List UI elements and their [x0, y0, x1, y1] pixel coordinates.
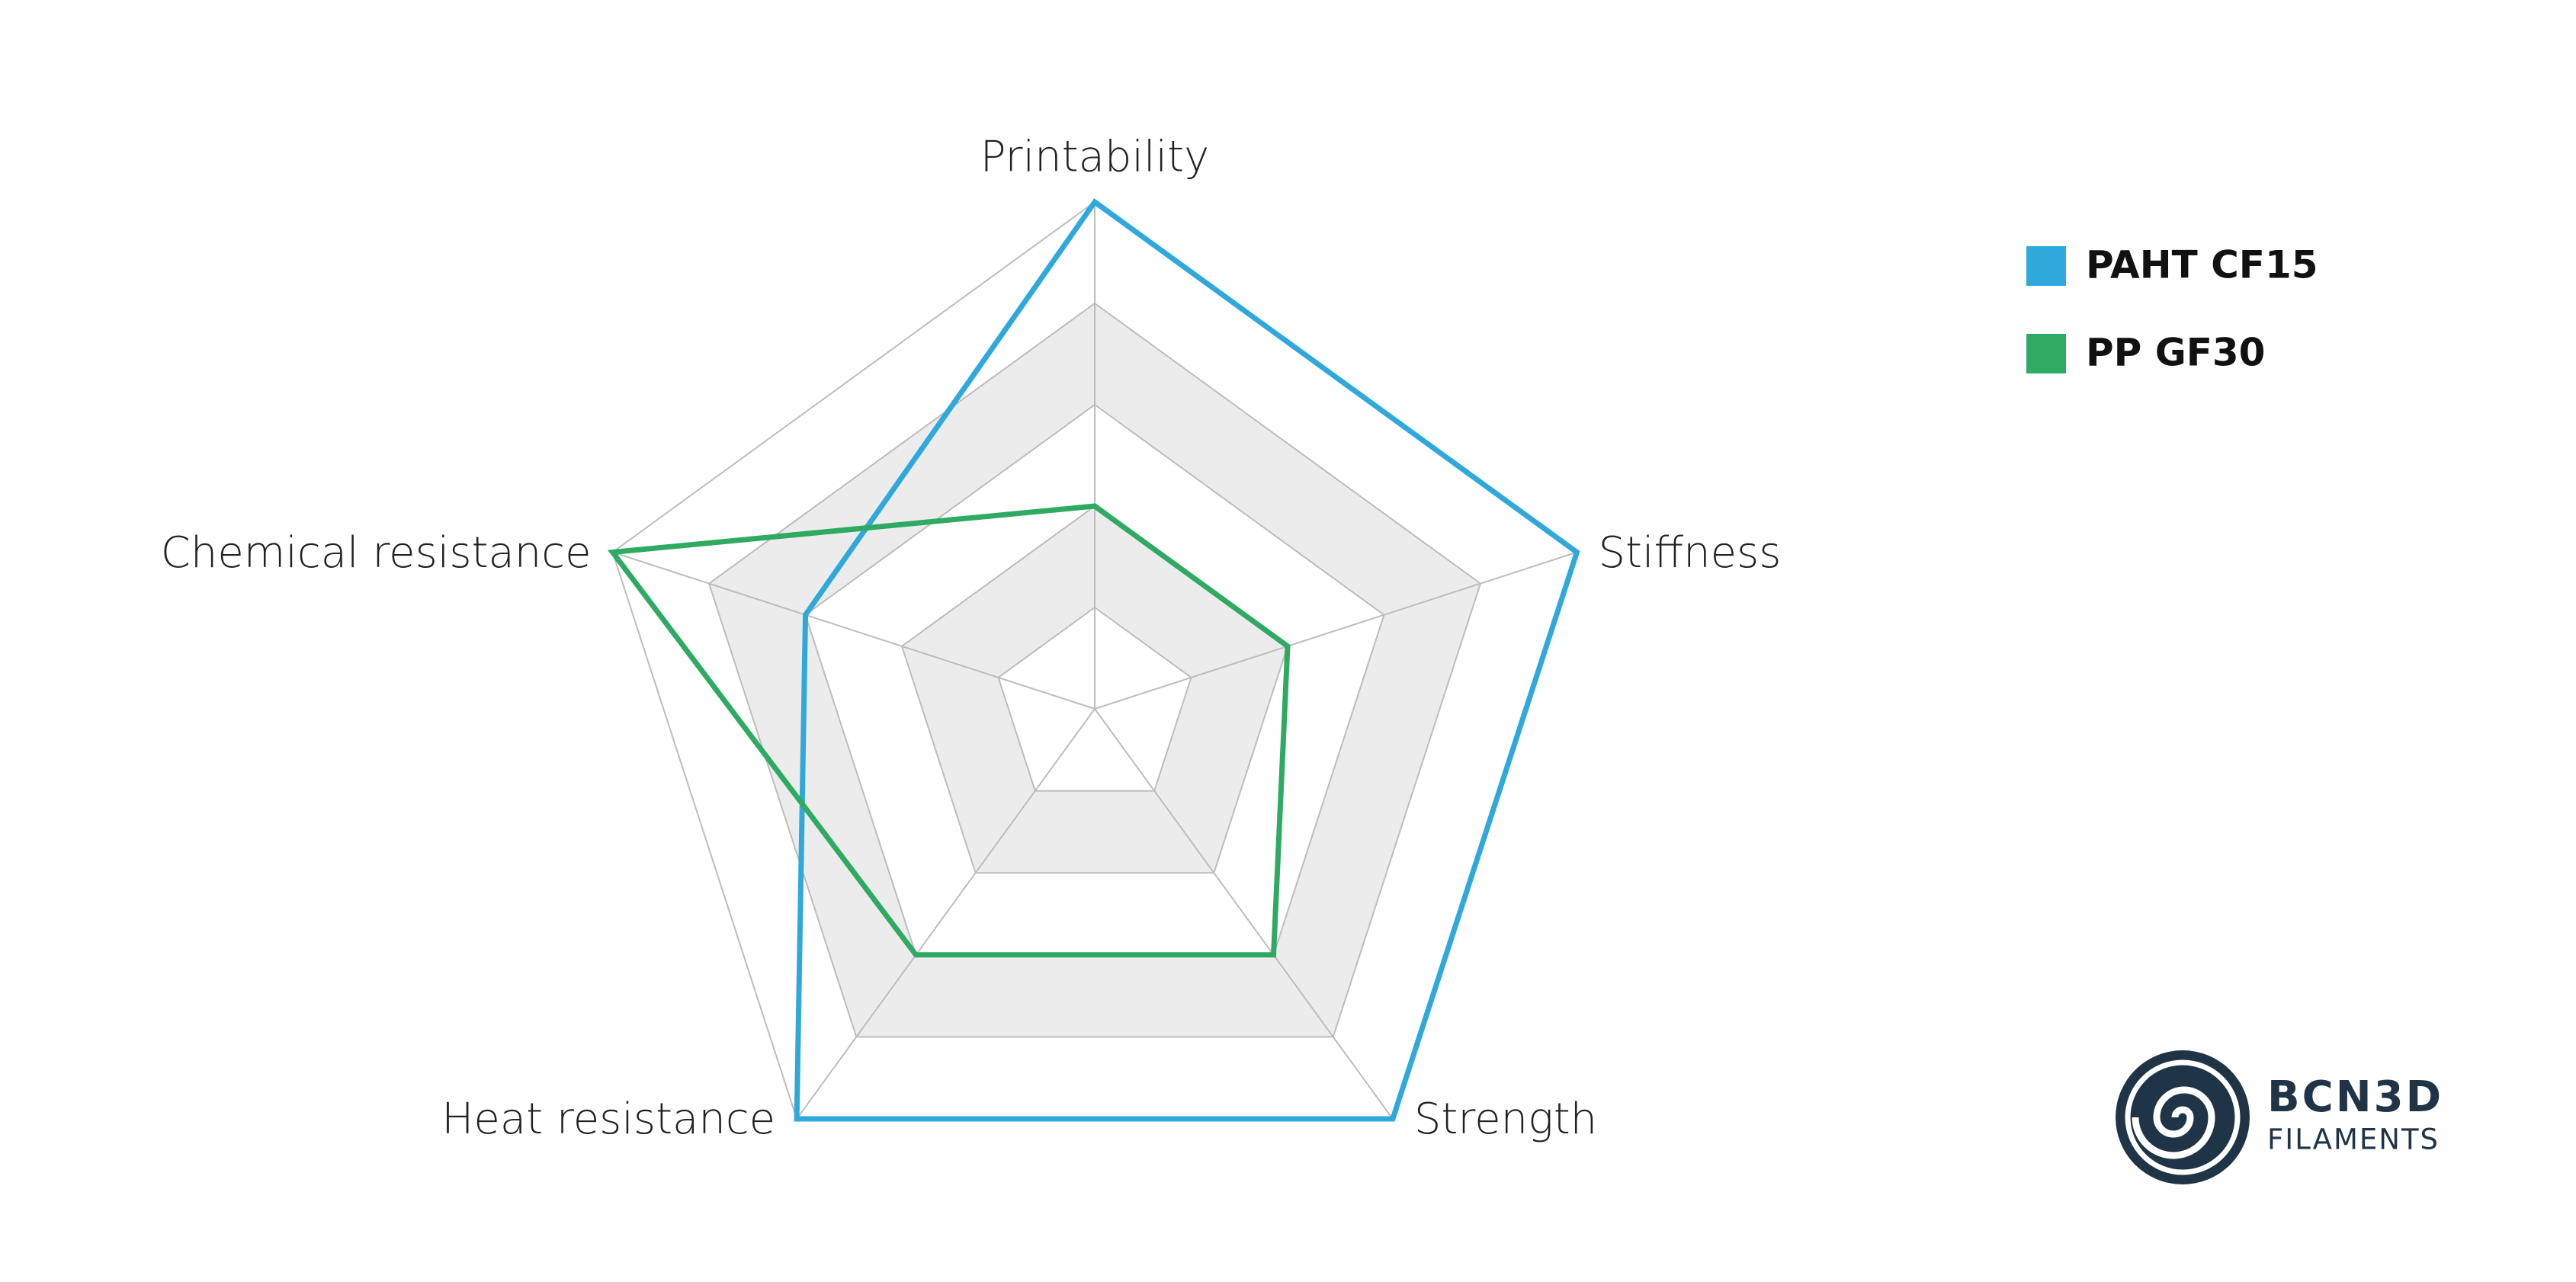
legend-label: PP GF30 — [2086, 331, 2265, 375]
axis-spoke — [1094, 708, 1394, 1120]
labels-layer: Printability Stiffness Strength Heat resist… — [161, 132, 1782, 1144]
legend-swatch — [2026, 246, 2066, 286]
legend-label: PAHT CF15 — [2086, 243, 2318, 287]
radar-grid — [611, 200, 1578, 1120]
category-label: Strength — [1414, 1095, 1597, 1144]
series-outline — [607, 503, 1291, 958]
axis-spoke — [1094, 551, 1577, 710]
logo-subtitle: FILAMENTS — [2267, 1123, 2440, 1156]
logo-brand: BCN3D — [2267, 1072, 2443, 1122]
legend-swatch — [2026, 334, 2066, 373]
series-outline — [794, 198, 1580, 1122]
category-label: Chemical resistance — [161, 528, 592, 578]
category-label: Printability — [980, 132, 1209, 181]
category-label: Stiffness — [1598, 528, 1781, 578]
logo: BCN3D FILAMENTS — [2116, 1050, 2443, 1184]
axis-spoke — [796, 708, 1096, 1120]
logo-swirl — [2132, 1086, 2215, 1159]
category-label: Heat resistance — [441, 1095, 775, 1144]
axis-spoke — [612, 551, 1096, 710]
legend: PAHT CF15 PP GF30 — [2026, 243, 2318, 375]
logo-ring — [2125, 1059, 2241, 1175]
series-layer — [607, 198, 1580, 1122]
